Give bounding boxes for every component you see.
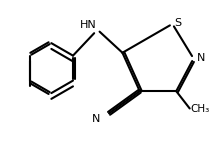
Text: HN: HN (80, 20, 97, 30)
Text: N: N (92, 114, 100, 124)
Text: CH₃: CH₃ (191, 104, 210, 114)
Text: S: S (174, 18, 181, 28)
Text: N: N (196, 53, 205, 62)
